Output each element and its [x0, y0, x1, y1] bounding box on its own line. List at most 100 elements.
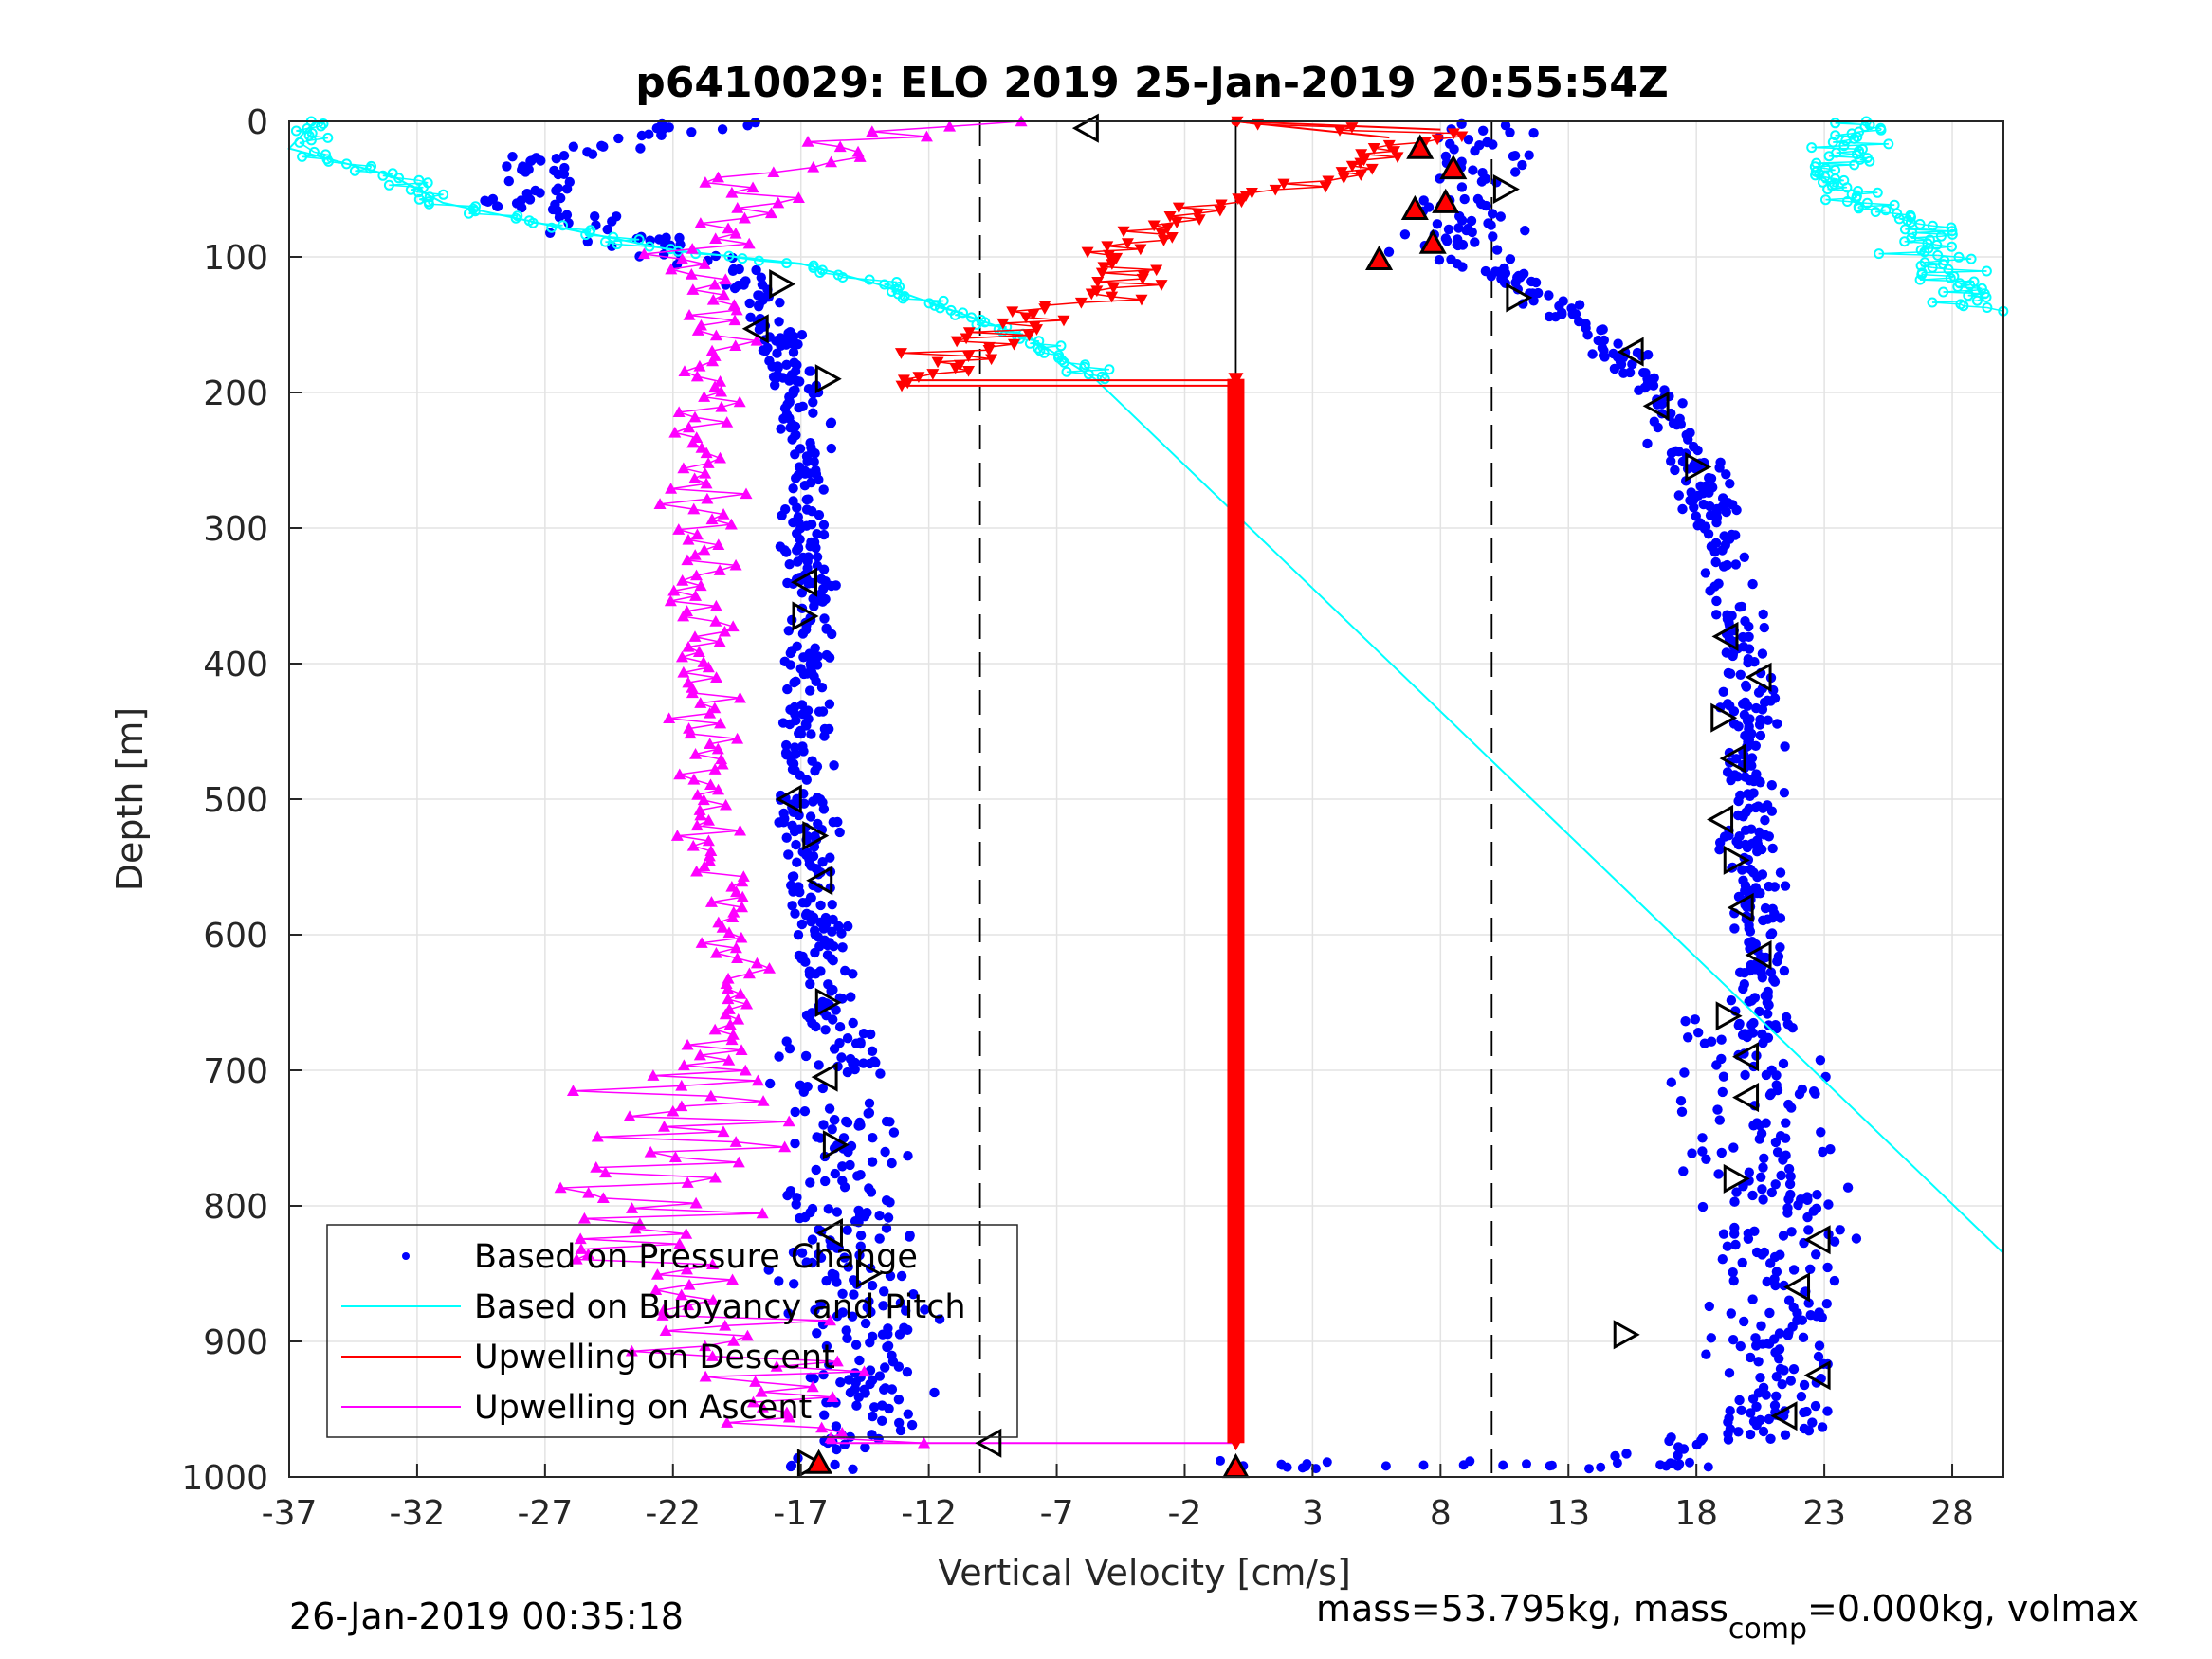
buoyancy-point-9 [294, 137, 305, 148]
pressure-point-1286 [789, 357, 799, 368]
pressure-point-1382 [817, 596, 828, 607]
pressure-point-1380 [492, 201, 503, 211]
pressure-point-309 [1468, 165, 1478, 175]
pressure-point-756 [893, 1395, 905, 1405]
pressure-point-1436 [855, 1209, 866, 1219]
ascent-point-238 [740, 1329, 754, 1341]
pressure-point-1325 [768, 372, 779, 382]
pressure-point-1208 [801, 504, 813, 515]
y-tick-label-6: 600 [203, 917, 268, 956]
buoyancy-point-75 [929, 300, 941, 311]
ascent-point-198 [717, 1125, 730, 1138]
pressure-point-86 [1779, 965, 1790, 976]
pressure-point-739 [796, 919, 808, 930]
ascent-seg-75 [659, 498, 707, 505]
x-tick-label-5: -12 [901, 1494, 957, 1533]
legend-label-pressure: Based on Pressure Change [474, 1238, 918, 1276]
ascent-point-161 [695, 937, 708, 948]
buoyancy-seg-80 [955, 314, 972, 319]
pressure-point-578 [1788, 1364, 1800, 1375]
ascent-point-153 [704, 896, 718, 907]
pressure-point-875 [480, 195, 490, 206]
descent-stroke-marker-10 [1727, 892, 1754, 922]
pressure-point-709 [1736, 1405, 1746, 1416]
pressure-point-1192 [837, 942, 848, 953]
pressure-point-1425 [799, 465, 810, 476]
ascent-seg-119 [688, 722, 721, 730]
descent-column-point-8 [1228, 585, 1244, 600]
pressure-point-372 [1758, 1194, 1768, 1205]
pressure-point-586 [1706, 473, 1717, 483]
pressure-point-321 [1811, 1249, 1821, 1260]
pressure-point-1155 [885, 1197, 895, 1208]
pressure-point-1151 [867, 1157, 878, 1167]
pressure-point-367 [1666, 1077, 1677, 1087]
ascent-seg-83 [687, 538, 719, 546]
ascent-seg-188 [652, 1074, 759, 1082]
descent-column-point-15 [1228, 772, 1244, 786]
x-tick-label-8: 3 [1302, 1494, 1324, 1533]
pressure-point-1253 [879, 1286, 889, 1297]
pressure-point-380 [1704, 1301, 1715, 1312]
ascent-seg-38 [688, 309, 738, 317]
pressure-point-660 [1745, 1352, 1756, 1363]
pressure-point-390 [1742, 902, 1752, 912]
pressure-point-1385 [774, 817, 784, 828]
pressure-point-936 [784, 1044, 795, 1054]
pressure-point-453 [1780, 881, 1791, 891]
pressure-point-661 [1786, 1227, 1797, 1237]
pressure-point-1350 [821, 1275, 832, 1286]
pressure-point-1301 [818, 1120, 829, 1130]
ascent-point-38 [683, 309, 696, 320]
buoyancy-seg-117 [1854, 136, 1858, 140]
ascent-seg-192 [710, 1095, 764, 1103]
ascent-seg-140 [677, 830, 740, 837]
pressure-point-1202 [781, 547, 792, 557]
pressure-point-1442 [1584, 1464, 1594, 1474]
ascent-point-246 [699, 1370, 712, 1382]
pressure-point-566 [1653, 422, 1663, 433]
ascent-seg-238 [666, 1330, 748, 1337]
buoyancy-point-74 [923, 298, 935, 309]
pressure-point-1394 [790, 765, 800, 775]
buoyancy-point-98 [1056, 355, 1068, 366]
ascent-seg-17 [737, 202, 778, 210]
ascent-point-250 [826, 1391, 839, 1403]
ascent-seg-80 [678, 523, 732, 531]
ascent-point-247 [749, 1376, 762, 1387]
ascent-point-102 [713, 635, 726, 647]
pressure-point-1334 [796, 954, 807, 964]
pressure-point-603 [1688, 441, 1699, 452]
pressure-point-988 [843, 921, 853, 932]
ascent-point-252 [756, 1401, 769, 1413]
ascent-seg-87 [686, 559, 737, 567]
pressure-point-465 [1488, 139, 1498, 150]
pressure-point-1307 [517, 164, 527, 175]
pressure-point-1439 [545, 228, 556, 238]
pressure-point-1415 [644, 129, 654, 139]
ascent-seg-179 [714, 1029, 734, 1036]
ascent-seg-203 [650, 1151, 676, 1158]
pressure-point-227 [1733, 795, 1744, 807]
ascent-point-43 [750, 334, 763, 346]
ascent-point-124 [689, 748, 703, 759]
pressure-point-579 [1486, 220, 1496, 230]
pressure-point-631 [1740, 772, 1750, 782]
ascent-point-95 [709, 599, 722, 611]
pressure-point-624 [1711, 610, 1722, 620]
descent-seg-21 [1283, 179, 1328, 185]
ascent-seg-250 [760, 1391, 833, 1398]
buoyancy-point-30 [413, 193, 425, 205]
x-tick-label-10: 13 [1546, 1494, 1590, 1533]
pressure-point-1210 [832, 1277, 842, 1287]
pressure-point-621 [1757, 648, 1768, 659]
ascent-point-236 [719, 1319, 732, 1331]
ascent-point-23 [709, 232, 722, 245]
pressure-point-458 [1734, 831, 1745, 842]
pressure-point-477 [1664, 1435, 1674, 1447]
pressure-point-139 [1697, 1146, 1708, 1157]
stroke-markers [741, 113, 1831, 1479]
y-tick-label-5: 500 [203, 781, 268, 820]
pressure-point-775 [805, 366, 816, 376]
ascent-point-225 [680, 1263, 693, 1275]
